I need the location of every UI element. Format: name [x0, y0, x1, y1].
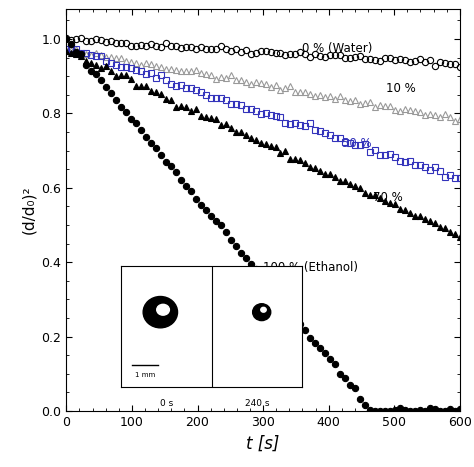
Y-axis label: (d/d₀)²: (d/d₀)² — [21, 186, 36, 234]
X-axis label: t [s]: t [s] — [246, 434, 280, 453]
Text: 50 %: 50 % — [342, 137, 372, 150]
Text: 0 % (Water): 0 % (Water) — [302, 42, 373, 55]
Text: 100 % (Ethanol): 100 % (Ethanol) — [263, 262, 358, 274]
Text: 70 %: 70 % — [373, 191, 403, 204]
Text: 10 %: 10 % — [386, 82, 416, 95]
